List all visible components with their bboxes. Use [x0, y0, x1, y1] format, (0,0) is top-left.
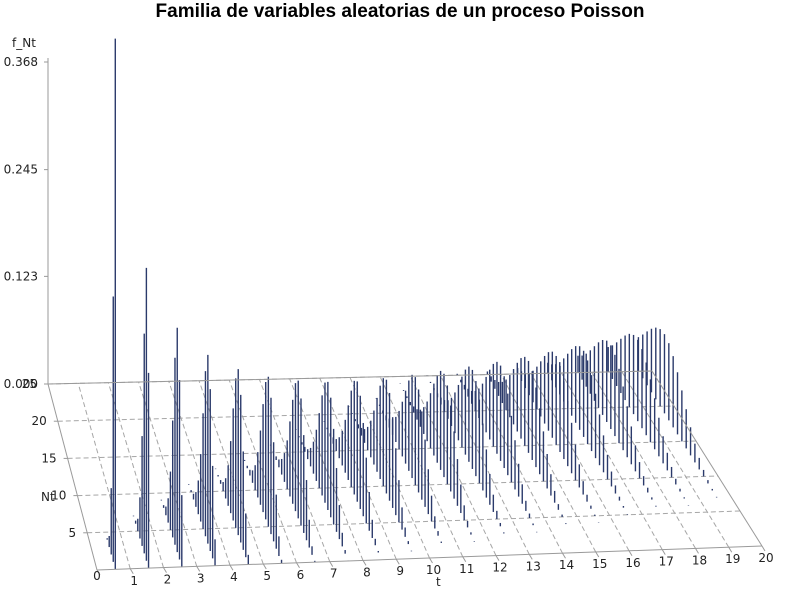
x-tick — [528, 554, 533, 560]
z-tick-label: 0.245 — [4, 163, 38, 177]
x-tick-label: 16 — [625, 556, 640, 570]
x-tick-label: 20 — [758, 551, 773, 565]
x-tick-label: 0 — [93, 569, 101, 583]
floor-gridline-t — [591, 372, 696, 549]
x-tick-label: 3 — [197, 571, 205, 585]
floor-back-edge — [47, 370, 653, 385]
z-tick-label: 0.000 — [4, 377, 38, 391]
x-tick — [628, 550, 633, 557]
chart-title: Familia de variables aleatorias de un pr… — [155, 1, 645, 22]
x-tick — [129, 568, 134, 575]
x-tick-label: 5 — [263, 569, 271, 583]
x-tick-label: 15 — [592, 557, 607, 571]
x-tick-label: 8 — [363, 565, 371, 579]
floor-gridline-nt — [77, 475, 719, 497]
x-tick — [595, 551, 600, 558]
floor-gridline-t — [530, 373, 630, 552]
y-tick-label: 15 — [41, 451, 56, 465]
x-tick-label: 6 — [297, 568, 305, 582]
x-tick-label: 7 — [330, 567, 338, 581]
floor-gridline-t — [500, 374, 597, 553]
x-tick-label: 19 — [725, 552, 740, 566]
x-tick-label: 12 — [492, 561, 507, 575]
axis-layer — [44, 58, 766, 576]
floor-gridline-t — [77, 383, 131, 569]
x-tick-label: 9 — [396, 564, 404, 578]
x-tick — [395, 558, 400, 565]
x-tick — [362, 560, 367, 566]
x-tick-label: 17 — [659, 555, 674, 569]
floor-gridline-t — [168, 381, 231, 566]
y-axis-line — [47, 383, 98, 571]
floor-gridline-t — [470, 374, 563, 554]
floor-right-edge — [651, 370, 763, 547]
grid-layer — [47, 370, 741, 569]
y-tick-label: 20 — [32, 414, 47, 428]
x-tick — [462, 556, 467, 563]
y-tick-label: 5 — [69, 526, 77, 540]
x-tick — [96, 569, 101, 576]
floor-gridline-t — [107, 382, 164, 568]
x-tick-label: 2 — [164, 573, 172, 587]
x-tick-label: 13 — [526, 559, 541, 573]
x-tick-label: 14 — [559, 558, 574, 572]
x-tick — [296, 562, 300, 569]
floor-gridline-nt — [87, 510, 741, 534]
x-tick — [163, 567, 167, 573]
floor-gridline-t — [440, 375, 530, 555]
x-tick — [661, 549, 666, 555]
floor-gridline-t — [319, 377, 397, 560]
x-tick — [695, 548, 699, 554]
x-tick — [196, 566, 201, 572]
z-tick-label: 0.123 — [4, 269, 38, 283]
x-tick — [728, 546, 733, 553]
x-tick-label: 4 — [230, 570, 238, 584]
z-axis-title: f_Nt — [12, 36, 36, 50]
floor-gridline-t — [621, 371, 730, 548]
x-tick-label: 1 — [130, 574, 138, 588]
x-tick-label: 11 — [459, 562, 474, 576]
floor-gridline-t — [138, 381, 198, 567]
x-tick — [562, 552, 566, 559]
y-tick-label: 25 — [22, 377, 37, 391]
y-tick-label: 10 — [51, 489, 66, 503]
x-tick — [262, 563, 267, 570]
x-tick — [495, 555, 500, 561]
x-tick — [429, 557, 433, 564]
floor-gridline-t — [409, 375, 497, 556]
z-tick-label: 0.368 — [4, 55, 38, 69]
floor-gridline-t — [560, 372, 663, 550]
x-tick — [329, 561, 334, 567]
x-tick-label: 10 — [426, 563, 441, 577]
floor-gridline-t — [289, 378, 364, 561]
y-axis-title: Nt — [41, 490, 55, 504]
x-tick — [761, 545, 766, 552]
x-axis-title: t — [436, 575, 441, 589]
x-tick-label: 18 — [692, 553, 707, 567]
x-tick — [229, 564, 234, 571]
bar-layer — [106, 38, 718, 570]
